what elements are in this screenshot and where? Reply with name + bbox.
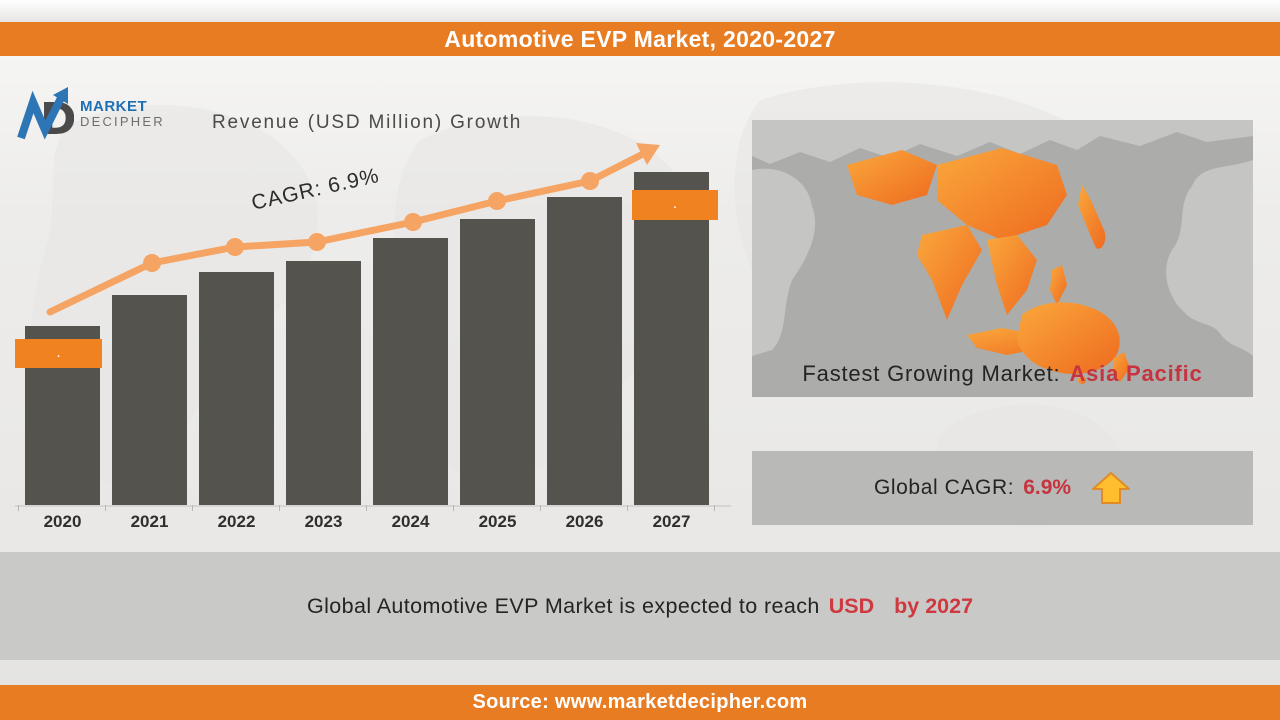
- fastest-growing-label: Fastest Growing Market: Asia Pacific: [752, 361, 1253, 387]
- x-axis-label-2026: 2026: [565, 512, 604, 531]
- fastest-growing-market-card: Fastest Growing Market: Asia Pacific: [752, 120, 1253, 397]
- chart-title: Revenue (USD Million) Growth: [212, 112, 523, 133]
- x-axis-line: [15, 505, 731, 507]
- axis-tick: [366, 505, 367, 511]
- x-axis-label-2024: 2024: [391, 512, 430, 531]
- source-banner: Source: www.marketdecipher.com: [0, 685, 1280, 720]
- axis-tick: [105, 505, 106, 511]
- bar-2021: [112, 295, 187, 505]
- takeaway-prefix: Global Automotive EVP Market is expected…: [306, 593, 820, 618]
- bar-2022: [199, 272, 274, 505]
- takeaway-currency: USD: [828, 593, 875, 618]
- global-cagr-prefix: Global CAGR:: [873, 476, 1015, 499]
- axis-tick: [627, 505, 628, 511]
- bar-2025: [460, 219, 535, 505]
- bar-2023: [286, 261, 361, 505]
- page-title: Automotive EVP Market, 2020-2027: [444, 25, 836, 52]
- x-axis-label-2021: 2021: [130, 512, 169, 531]
- axis-tick: [18, 505, 19, 511]
- top-gradient-strip: [0, 0, 1280, 22]
- axis-tick: [279, 505, 280, 511]
- x-axis-label-2020: 2020: [43, 512, 82, 531]
- key-takeaway-band: Global Automotive EVP Market is expected…: [0, 552, 1280, 660]
- x-axis-label-2025: 2025: [478, 512, 517, 531]
- global-cagr-card: Global CAGR: 6.9%: [752, 451, 1253, 525]
- axis-tick: [192, 505, 193, 511]
- axis-tick: [540, 505, 541, 511]
- brand-wordmark: MARKET DECIPHER: [80, 99, 165, 128]
- x-axis-label-2027: 2027: [652, 512, 691, 531]
- axis-tick: [714, 505, 715, 511]
- asia-pacific-map-image: [752, 120, 1253, 397]
- bar-2024: [373, 238, 448, 505]
- value-badge-2020: .: [15, 339, 102, 368]
- bar-2026: [547, 197, 622, 505]
- x-axis-label-2022: 2022: [217, 512, 256, 531]
- brand-logo: D MARKET DECIPHER: [16, 86, 216, 142]
- title-banner: Automotive EVP Market, 2020-2027: [0, 22, 1280, 56]
- market-decipher-logo-icon: D: [17, 87, 74, 142]
- x-axis-label-2023: 2023: [304, 512, 343, 531]
- source-text: Source: www.marketdecipher.com: [472, 691, 808, 713]
- value-badge-2027: .: [632, 190, 718, 220]
- bar-chart: 2020 2021 2022 2023 2024 2025 2026 2027: [0, 0, 740, 560]
- fastest-growing-prefix: Fastest Growing Market:: [802, 361, 1061, 386]
- brand-line-decipher: DECIPHER: [80, 114, 165, 130]
- bar-2027: [634, 172, 709, 505]
- brand-line-market: MARKET: [80, 98, 148, 116]
- fastest-growing-value: Asia Pacific: [1069, 361, 1203, 386]
- global-cagr-value: 6.9%: [1023, 476, 1072, 499]
- takeaway-suffix: by 2027: [894, 593, 974, 618]
- axis-tick: [453, 505, 454, 511]
- up-arrow-icon: [1092, 472, 1131, 504]
